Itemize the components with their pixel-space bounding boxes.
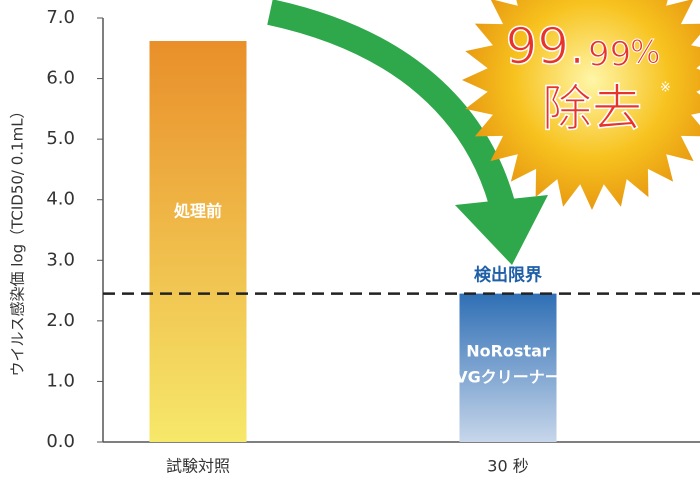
badge-note: ※ (660, 81, 671, 96)
bar (149, 41, 247, 442)
y-axis-label: ウイルス感染価 log（TCID50/ 0.1mL） (9, 103, 27, 376)
y-tick-label: 1.0 (46, 370, 75, 391)
bar-label: 処理前 (174, 202, 222, 221)
threshold-label: 検出限界 (474, 265, 542, 286)
bar (459, 293, 557, 442)
badge-burst (462, 0, 700, 210)
y-tick-label: 4.0 (46, 189, 75, 210)
bar-label: NoRostar (466, 342, 550, 361)
badge (462, 0, 700, 210)
y-tick-label: 0.0 (46, 431, 75, 452)
y-tick-label: 3.0 (46, 249, 75, 270)
x-tick-label: 試験対照 (166, 457, 230, 476)
badge-unit: % (630, 33, 660, 71)
badge-main: 99. (505, 18, 585, 76)
y-tick-label: 5.0 (46, 128, 75, 149)
y-tick-label: 7.0 (46, 7, 75, 28)
bar-label: VGクリーナー (455, 368, 561, 387)
y-tick-label: 2.0 (46, 310, 75, 331)
badge-text: 除去 (542, 80, 642, 138)
arrow-head (455, 195, 548, 265)
y-tick-label: 6.0 (46, 68, 75, 89)
arrow-body (267, 0, 518, 219)
x-tick-label: 30 秒 (487, 457, 528, 476)
badge-decimals: 99 (588, 35, 631, 75)
